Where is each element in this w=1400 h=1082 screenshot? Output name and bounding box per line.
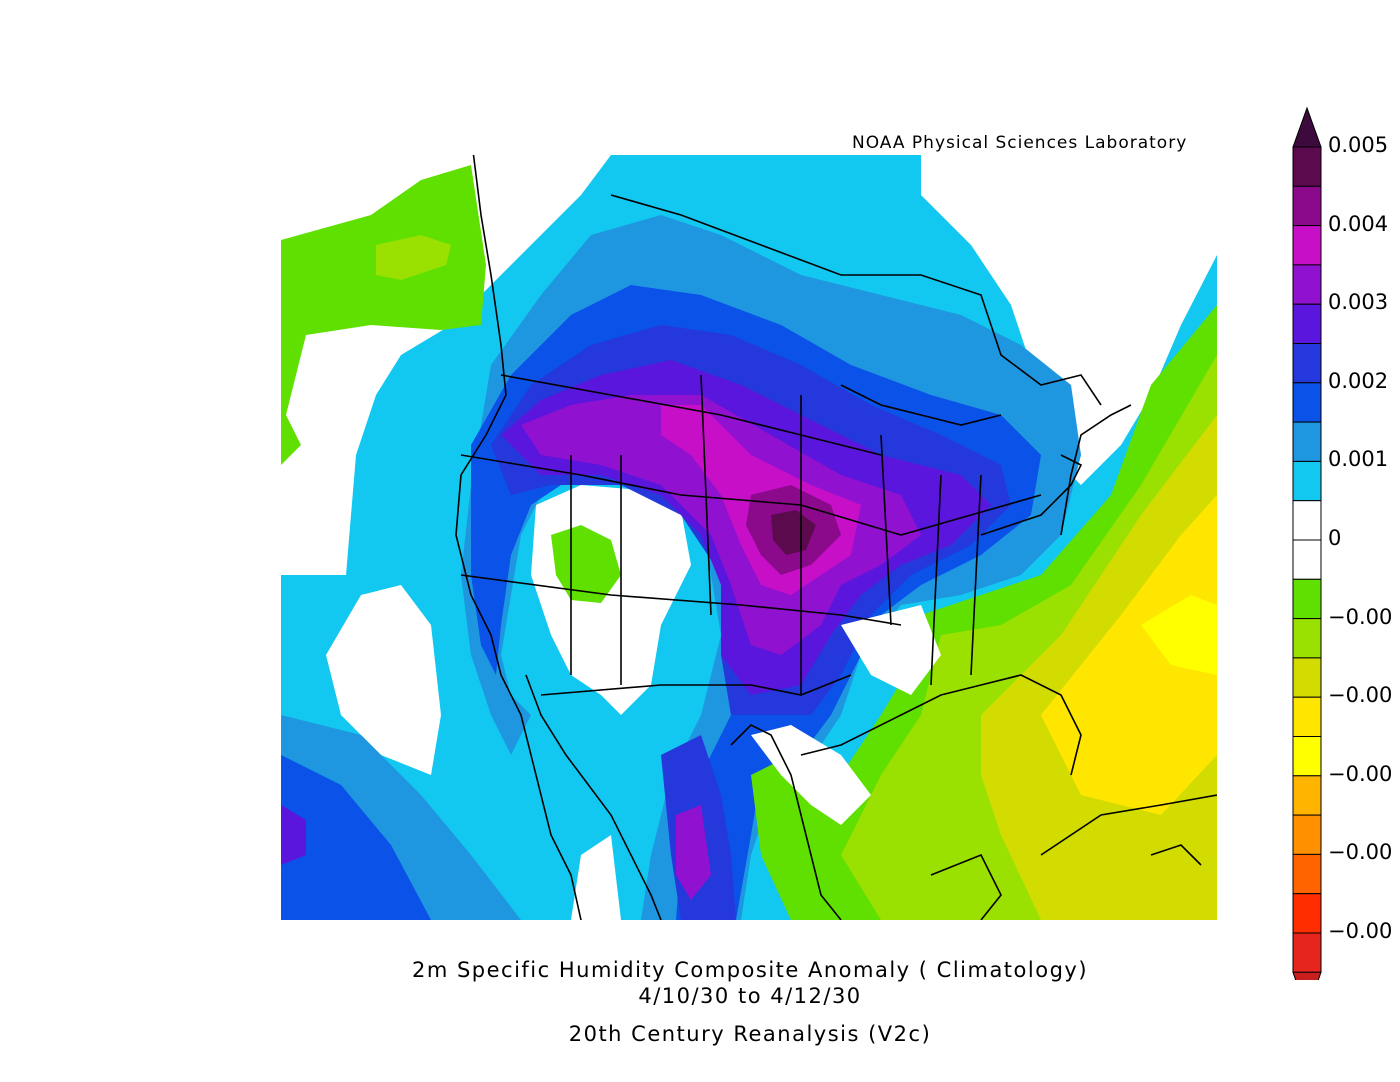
anomaly-neutral-region — [1201, 155, 1217, 185]
colorbar-segment — [1292, 657, 1322, 698]
colorbar-segment — [1292, 736, 1322, 777]
colorbar-tick-label: −0.00 — [1328, 683, 1393, 708]
colorbar-tick-label: 0.003 — [1328, 290, 1389, 315]
colorbar-segment — [1292, 225, 1322, 266]
dataset-label: 20th Century Reanalysis (V2c) — [568, 1022, 932, 1046]
anomaly-neutral-region — [921, 155, 1217, 485]
colorbar-segment — [1292, 618, 1322, 659]
colorbar-segment — [1292, 500, 1322, 541]
map-frame — [281, 155, 1217, 920]
colorbar — [1292, 106, 1322, 980]
colorbar-segment — [1292, 696, 1322, 738]
credit-label: NOAA Physical Sciences Laboratory — [852, 133, 1188, 153]
anomaly-positive-region — [281, 805, 306, 865]
anomaly-positive-region — [676, 805, 711, 900]
colorbar-bottom-arrow — [1292, 971, 1322, 980]
colorbar-segment — [1292, 893, 1322, 934]
date-range: 4/10/30 to 4/12/30 — [638, 984, 862, 1008]
colorbar-tick-label: −0.00 — [1328, 919, 1393, 943]
colorbar-tick-label: 0.001 — [1328, 447, 1389, 472]
colorbar-tick-label: −0.00 — [1328, 840, 1393, 865]
colorbar-segment — [1292, 814, 1322, 855]
colorbar-segment — [1292, 539, 1322, 580]
colorbar-segment — [1292, 460, 1322, 502]
humidity-anomaly-map — [281, 155, 1217, 920]
anomaly-neutral-region — [751, 725, 871, 825]
colorbar-segment — [1292, 185, 1322, 227]
colorbar-segment — [1292, 421, 1322, 462]
colorbar-tick-label: 0.002 — [1328, 368, 1389, 393]
colorbar-segment — [1292, 775, 1322, 816]
colorbar-tick-label: −0.00 — [1328, 604, 1393, 629]
colorbar-tick-label: 0.005 — [1328, 133, 1389, 157]
colorbar-tick-label: 0.004 — [1328, 211, 1389, 236]
colorbar-segment — [1292, 578, 1322, 620]
map-title: 2m Specific Humidity Composite Anomaly (… — [411, 958, 1089, 982]
anomaly-neutral-region — [571, 835, 621, 920]
anomaly-positive-region — [281, 755, 431, 920]
colorbar-segment — [1292, 303, 1322, 344]
colorbar-segment — [1292, 343, 1322, 384]
anomaly-neutral-region — [841, 605, 941, 695]
colorbar-segment — [1292, 382, 1322, 423]
colorbar-tick-label: −0.00 — [1328, 761, 1393, 786]
colorbar-segment — [1292, 932, 1322, 973]
geographic-outlines — [455, 155, 1217, 920]
anomaly-negative-region — [376, 235, 451, 280]
anomaly-negative-region — [551, 525, 621, 603]
colorbar-segment — [1292, 853, 1322, 895]
colorbar-tick-label: 0 — [1328, 526, 1342, 550]
colorbar-top-arrow — [1292, 106, 1322, 148]
anomaly-neutral-region — [326, 585, 441, 775]
colorbar-segment — [1292, 264, 1322, 305]
anomaly-positive-region — [771, 510, 816, 555]
anomaly-negative-region — [1141, 595, 1217, 675]
anomaly-negative-region — [1041, 495, 1217, 815]
colorbar-segment — [1292, 146, 1322, 187]
